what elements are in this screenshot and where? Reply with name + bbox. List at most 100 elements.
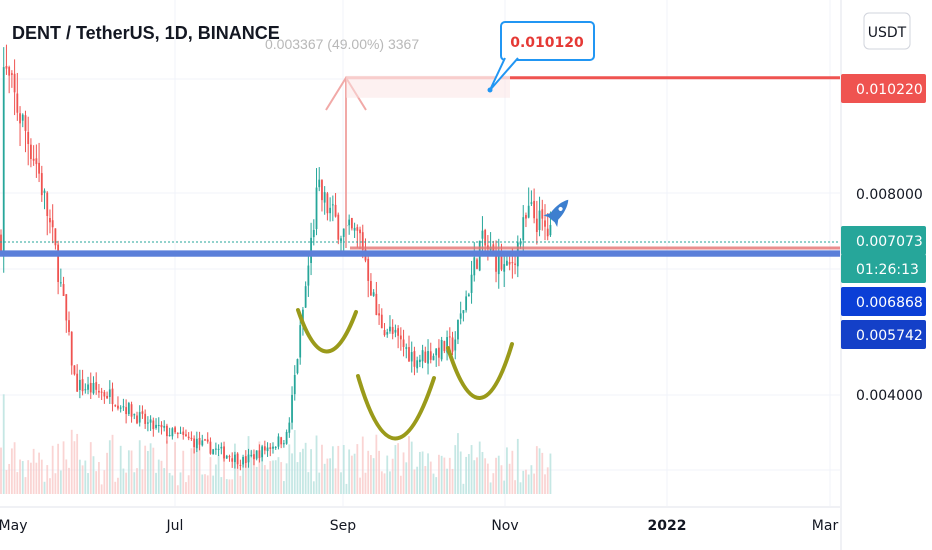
volume-bar [514, 480, 516, 494]
volume-bar [416, 466, 419, 494]
candle-body [299, 325, 302, 358]
chart-title: DENT / TetherUS, 1D, BINANCE [12, 23, 280, 43]
volume-bar [361, 436, 364, 494]
candle-body [38, 162, 40, 174]
volume-bar [111, 434, 114, 494]
volume-bar [179, 472, 182, 494]
candle-body [353, 227, 356, 231]
candle-body [8, 67, 11, 76]
volume-bar [451, 468, 454, 494]
currency-button[interactable] [863, 12, 911, 50]
volume-bar [239, 475, 242, 494]
volume-bar [5, 470, 8, 494]
candle-body [323, 192, 326, 203]
volume-bar [546, 467, 549, 494]
volume-bar [421, 451, 424, 494]
candle-body [459, 313, 462, 319]
volume-bar [288, 444, 291, 494]
candle-body [315, 187, 318, 230]
volume-bar [155, 472, 157, 494]
volume-bar [538, 448, 541, 494]
candle-body [239, 464, 242, 466]
candle-body [10, 73, 13, 75]
candle-body [40, 173, 43, 196]
candle-body [535, 218, 538, 233]
candle-body [544, 220, 546, 227]
candle-body [130, 404, 133, 417]
volume-bar [16, 472, 19, 494]
volume-bar [473, 460, 476, 494]
candle-body [176, 433, 179, 435]
volume-bar [448, 457, 451, 494]
volume-bar [334, 468, 337, 494]
volume-bar [367, 450, 370, 494]
volume-bar [133, 472, 136, 494]
candle-body [435, 348, 438, 356]
volume-bar [223, 447, 225, 494]
candle-body [187, 436, 190, 439]
candle-body [198, 437, 201, 445]
candle-body [193, 438, 196, 448]
volume-bar [166, 440, 168, 494]
candle-body [146, 422, 149, 424]
volume-bar [19, 459, 21, 494]
candle-body [157, 425, 160, 427]
candle-body [497, 252, 500, 275]
candle-body [117, 405, 119, 409]
candle-body [530, 202, 533, 204]
candle-body [46, 192, 49, 217]
candle-body [163, 425, 166, 428]
volume-bar [117, 477, 119, 494]
candle-body [413, 351, 416, 367]
candle-body [62, 284, 65, 296]
price-tag-label-last: 0.007073 [856, 234, 923, 250]
candle-body [141, 411, 144, 414]
candle-body [2, 67, 5, 253]
candle-body [27, 131, 30, 145]
volume-bar [370, 455, 372, 494]
candle-body [514, 263, 516, 265]
candle-body [481, 230, 484, 239]
candle-body [402, 339, 405, 347]
candle-body [519, 241, 522, 245]
volume-bar [106, 452, 108, 494]
volume-bar [49, 478, 51, 494]
volume-bar [250, 451, 253, 494]
candle-body [108, 389, 111, 397]
candle-body [473, 257, 476, 276]
candle-body [242, 456, 244, 465]
volume-bar [125, 472, 128, 494]
price-tag-countdown [841, 254, 926, 283]
volume-bar [321, 444, 323, 494]
volume-bar [511, 450, 514, 494]
candle-body [51, 220, 54, 228]
volume-bar [21, 461, 24, 494]
volume-bar [261, 453, 264, 494]
volume-bar [225, 479, 228, 494]
volume-bar [326, 458, 329, 494]
volume-bar [356, 444, 359, 494]
rocket-body [548, 199, 569, 223]
candle-body [367, 258, 370, 281]
candle-body [418, 359, 421, 363]
volume-bar [266, 469, 269, 494]
candle-body [43, 190, 46, 193]
price-tick-label: 0.004000 [856, 388, 923, 404]
candle-body [190, 437, 193, 440]
candle-body [438, 347, 440, 358]
volume-bar [51, 445, 54, 494]
candle-body [410, 352, 413, 362]
volume-bar [95, 471, 98, 494]
candle-body [24, 115, 27, 131]
candle-body [372, 292, 375, 296]
volume-bar [481, 451, 484, 494]
measure-label: 0.003367 (49.00%) 3367 [265, 36, 419, 52]
volume-bar [152, 447, 155, 494]
candle-body [70, 331, 73, 366]
volume-bar [310, 449, 312, 494]
support-line [0, 250, 840, 257]
volume-bar [410, 441, 413, 494]
candle-body [421, 350, 424, 362]
candle-body [350, 218, 353, 229]
